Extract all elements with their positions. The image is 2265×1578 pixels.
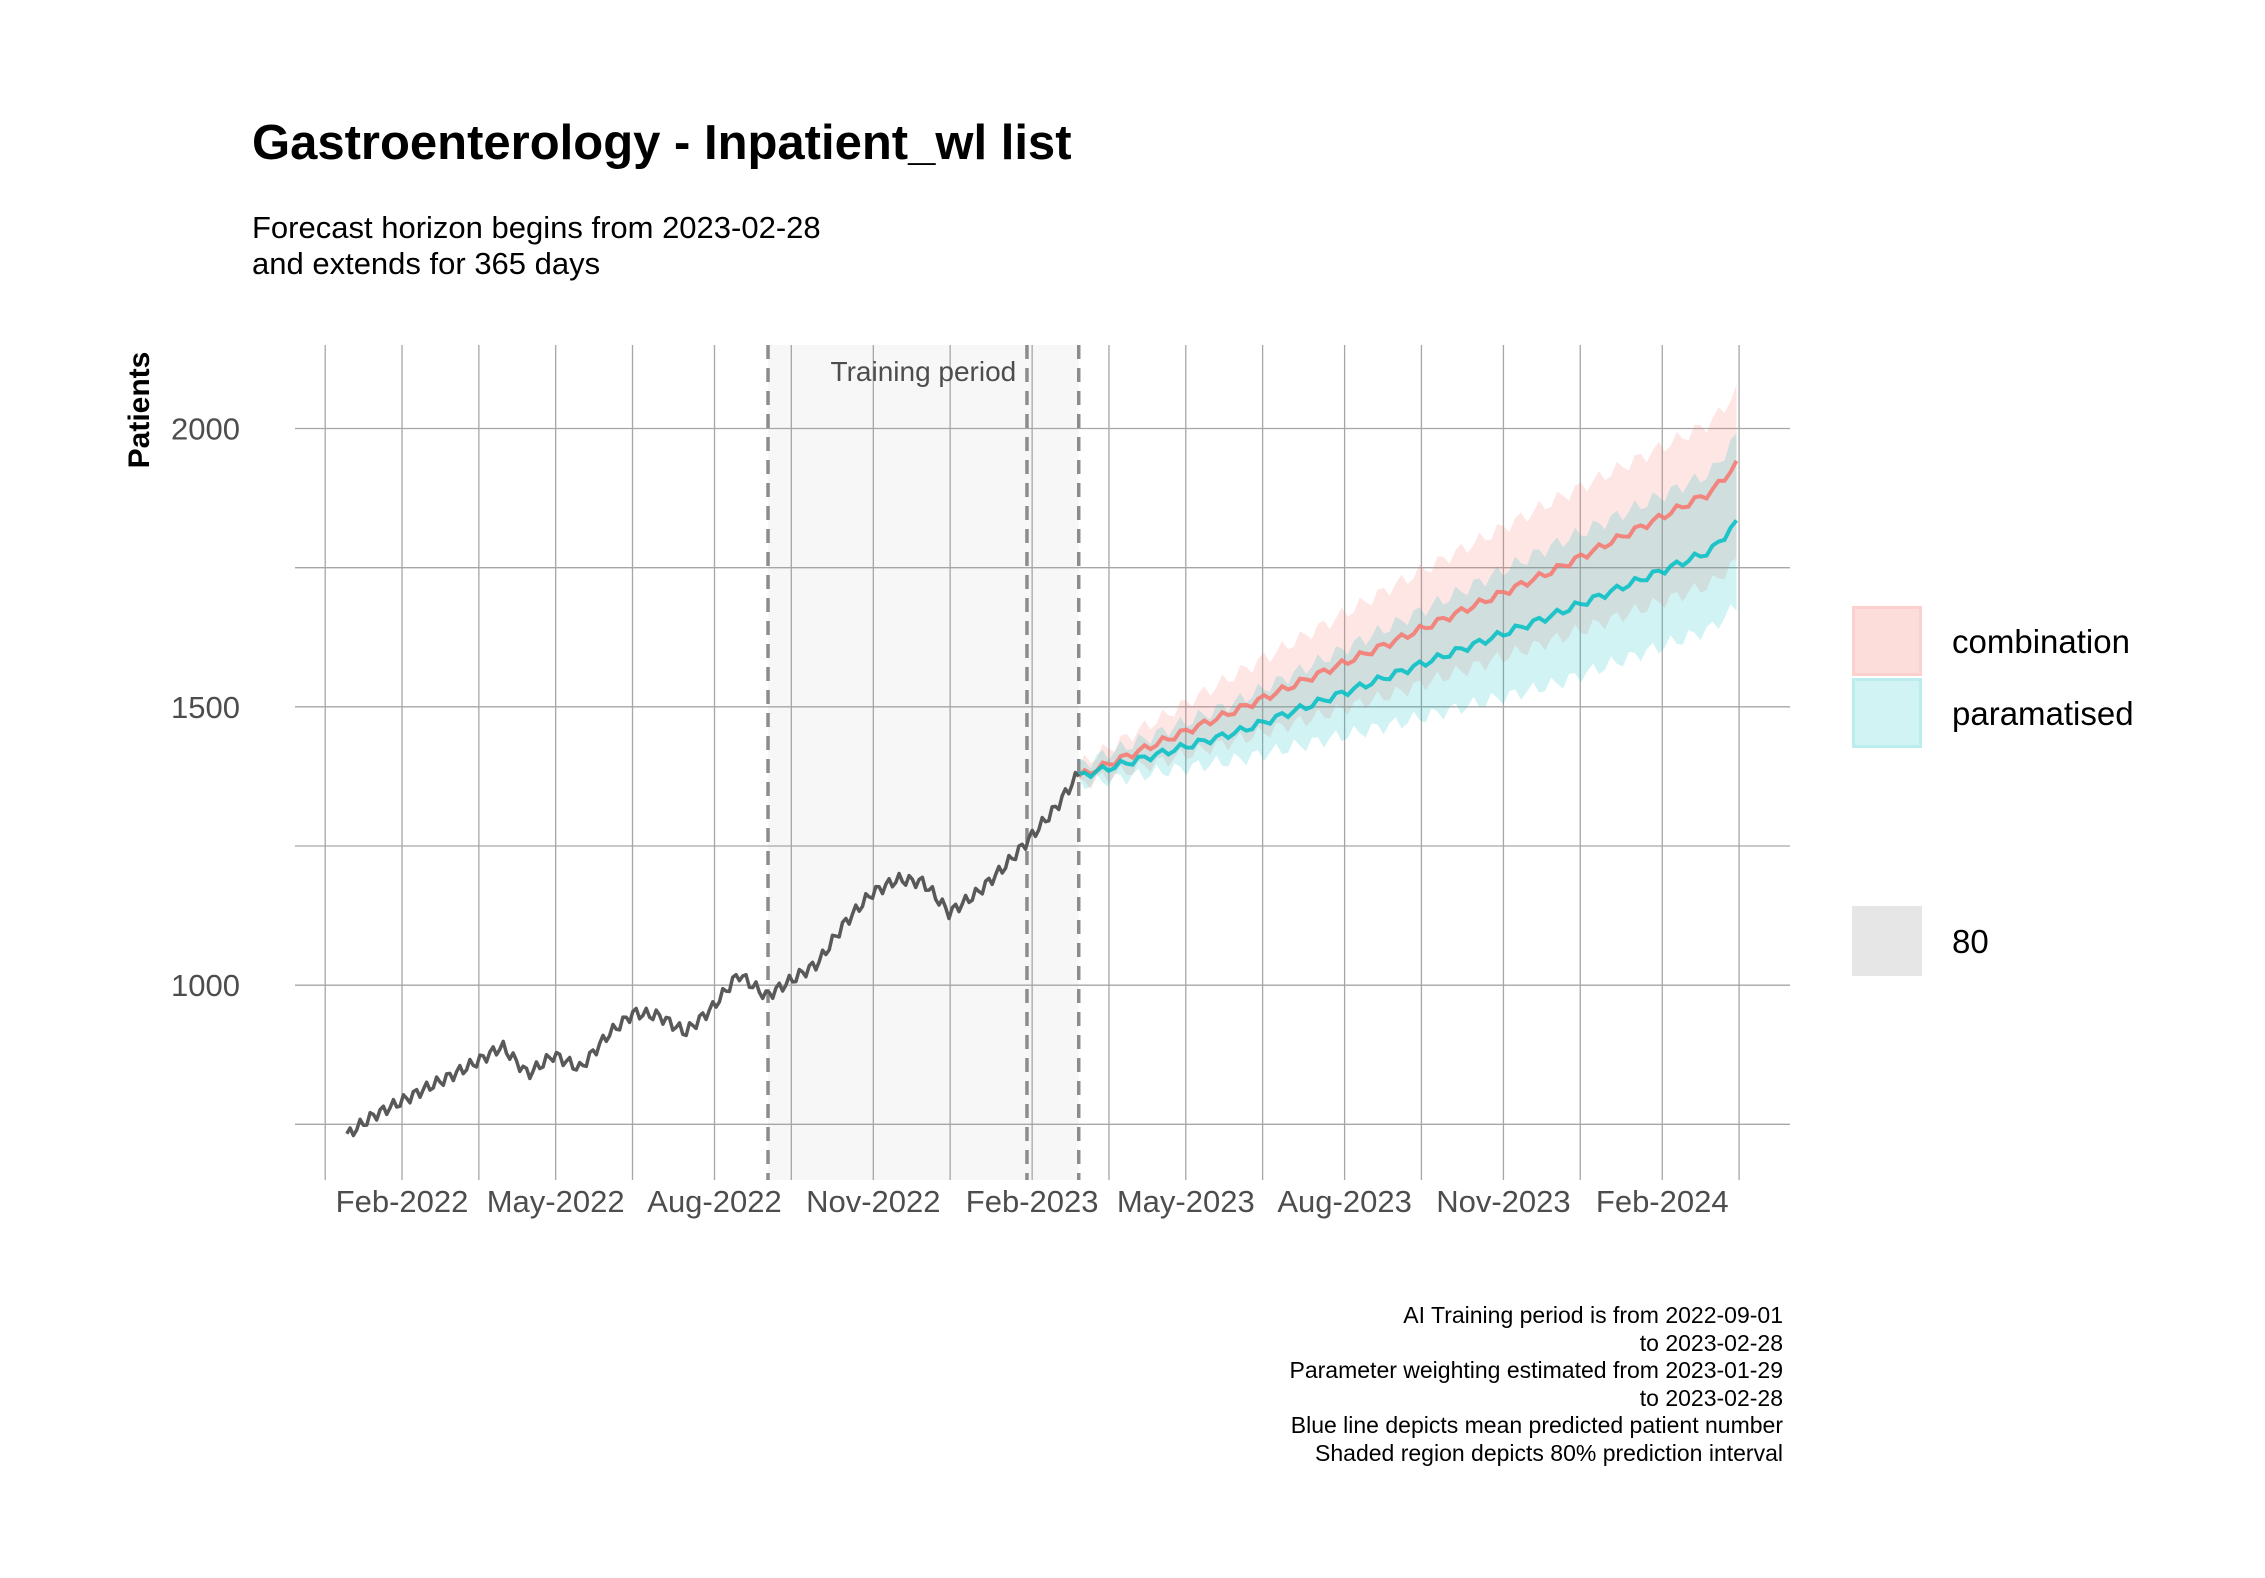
x-tick-label: Feb-2022 [336,1184,469,1219]
subtitle-line: and extends for 365 days [252,246,601,281]
x-tick-label: Aug-2023 [1277,1184,1411,1219]
series-line-combination [1077,459,1739,778]
chart-title: Gastroenterology - Inpatient_wl list [252,116,1072,170]
training-period-label: Training period [831,356,1017,387]
series-line-paramatised [1078,519,1739,780]
x-tick-label: Aug-2022 [647,1184,781,1219]
chart-subtitle: Forecast horizon begins from 2023-02-28 … [252,210,821,282]
x-tick-label: Nov-2023 [1436,1184,1570,1219]
band-combination [1078,384,1737,790]
caption-line: to 2023-02-28 [1639,1329,1783,1356]
subtitle-line: Forecast horizon begins from 2023-02-28 [252,210,821,245]
y-tick-label: 1000 [171,968,240,1003]
band-paramatised [1078,433,1737,790]
caption-line: to 2023-02-28 [1639,1384,1783,1411]
legend-label-paramatised: paramatised [1952,695,2134,732]
caption-line: AI Training period is from 2022-09-01 [1403,1302,1783,1328]
legend-label-interval: 80 [1952,923,1989,960]
chart-caption: AI Training period is from 2022-09-01 to… [1290,1302,1783,1467]
legend-key-paramatised [1852,678,1922,748]
x-tick-label: Nov-2022 [806,1184,940,1219]
caption-line: Blue line depicts mean predicted patient… [1290,1412,1783,1438]
caption-line: Shaded region depicts 80% prediction int… [1315,1439,1783,1466]
observed-line [345,770,1081,1138]
y-tick-label: 1500 [171,690,240,725]
x-tick-label: May-2023 [1117,1184,1255,1219]
caption-line: Parameter weighting estimated from 2023-… [1289,1357,1783,1383]
y-tick-label: 2000 [171,412,240,447]
legend-key-combination [1852,606,1922,676]
legend-key-interval [1852,906,1922,976]
legend-label-combination: combination [1952,623,2130,660]
x-tick-label: Feb-2024 [1596,1184,1729,1219]
x-tick-label: Feb-2023 [966,1184,1099,1219]
x-tick-label: May-2022 [487,1184,625,1219]
